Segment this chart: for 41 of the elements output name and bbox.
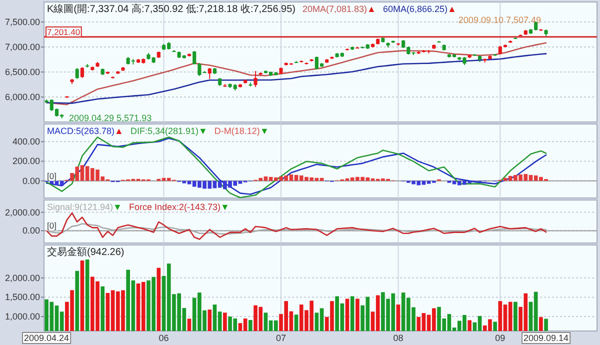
- chart-title: 交易金額(942.26): [47, 246, 124, 258]
- line-series: [46, 53, 547, 104]
- candlestick: [198, 62, 202, 76]
- y-tick-label: 2,000.00: [4, 207, 40, 218]
- y-tick-label: 2,000.00: [4, 272, 40, 283]
- y-tick-label: 0.00: [22, 226, 40, 236]
- y-tick-label: 200.00: [12, 156, 40, 166]
- series-label: MACD:5(263.78)▲: [47, 126, 124, 136]
- ref-line-label: [0]: [47, 220, 56, 231]
- y-tick-label: 1,000.00: [4, 312, 40, 322]
- candlestick: [75, 68, 79, 80]
- candlestick: [80, 66, 84, 78]
- candlestick: [192, 50, 196, 65]
- text: 20MA(7,081.83)▲: [302, 4, 376, 14]
- y-tick-label: 6,000.00: [4, 92, 40, 102]
- chart-title: K線圖(開:7,337.04 高:7,350.92 低:7,218.18 收:7,256.95): [47, 3, 296, 15]
- text: 60MA(6,866.25)▲: [382, 4, 456, 14]
- y-tick-label: 7,000.00: [4, 42, 40, 52]
- x-tick-label: 08: [393, 333, 404, 343]
- x-tick-label: 2009.09.14: [524, 333, 569, 343]
- ref-line-label: 7,201.40: [47, 26, 80, 37]
- y-tick-label: 7,500.00: [4, 17, 40, 27]
- x-tick-label: 09: [495, 333, 506, 343]
- x-tick-label: 06: [158, 333, 169, 343]
- line-series: [46, 223, 547, 235]
- annotation: 2009.04.29 5,571.93: [69, 113, 152, 123]
- y-tick-label: 400.00: [12, 136, 40, 147]
- y-tick-label: 6,500.00: [4, 67, 40, 77]
- series-label: Signal:9(121.94)▼: [47, 202, 122, 212]
- annotation: 2009.09.10 7,507.49: [458, 15, 541, 25]
- ref-line-label: [0]: [47, 170, 56, 181]
- y-tick-label: 1,500.00: [4, 292, 40, 302]
- series-label: Force Index:2(-143.73)▼: [128, 202, 230, 212]
- candlestick: [208, 68, 212, 80]
- series-label: DIF:5,34(281.91)▼: [130, 126, 208, 136]
- candlestick: [254, 70, 258, 88]
- x-tick-label: 2009.04.24: [24, 333, 70, 343]
- text: D-M(18.12)▼: [214, 126, 269, 136]
- x-tick-label: 07: [276, 333, 286, 343]
- line-series: [46, 212, 547, 240]
- y-tick-label: 0.00: [22, 176, 40, 186]
